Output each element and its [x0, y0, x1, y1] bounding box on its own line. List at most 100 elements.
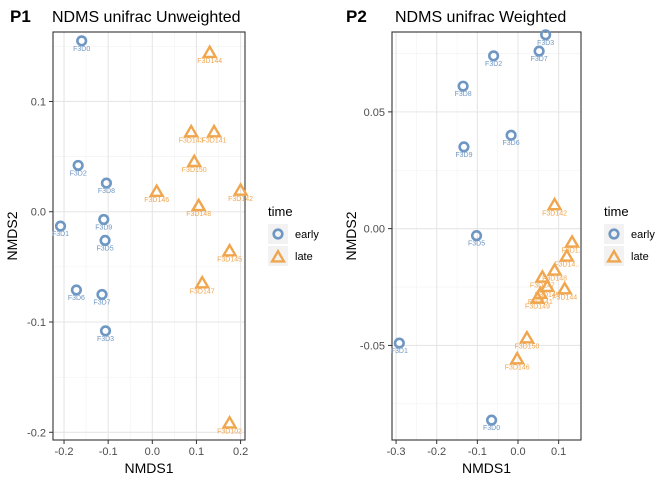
point-label: F3D0 — [73, 46, 90, 53]
point-label: F3D9 — [95, 224, 112, 231]
point-early — [96, 288, 108, 301]
point-late — [183, 123, 200, 138]
point-label: F3D141 — [202, 137, 227, 144]
point-label: F3D3 — [537, 40, 554, 47]
point-label: F3D145 — [217, 256, 242, 263]
point-early — [505, 129, 517, 141]
point-label: F3D6 — [503, 140, 520, 147]
point-early — [457, 80, 469, 92]
data-points: F3D0 F3D2 F3D8 F3D9 F3D1 F3D5 F3D6 F3D7 F3D3 F3D1… — [52, 35, 253, 435]
point-late — [539, 278, 556, 293]
panel-tag: P1 — [10, 7, 31, 26]
legend-label-early: early — [295, 229, 319, 241]
point-late — [546, 262, 563, 276]
y-tick-label: 0.05 — [364, 107, 385, 119]
x-axis-label: NMDS1 — [124, 460, 173, 476]
point-early — [533, 45, 545, 57]
legend-key-late — [270, 248, 286, 263]
point-early — [540, 29, 552, 41]
y-tick-label: -0.1 — [27, 317, 46, 329]
point-late — [558, 248, 575, 262]
point-label: F3D102 — [217, 428, 242, 435]
panel-p2: P2 NDMS unifrac Weighted -0.3 -0.2 -0.1 0.0 0.… — [343, 7, 655, 476]
x-tick-label: -0.1 — [468, 446, 487, 458]
point-late — [529, 290, 546, 304]
point-late — [201, 44, 218, 59]
point-early — [70, 284, 82, 296]
gridlines — [53, 32, 245, 440]
point-label: F3D150 — [514, 343, 539, 350]
point-label: F3D144 — [552, 294, 577, 301]
x-tick-label: 0.1 — [551, 446, 566, 458]
point-late — [232, 182, 249, 196]
y-tick-label: 0.0 — [31, 207, 46, 219]
point-label: F3D144 — [197, 58, 222, 65]
plot-border — [391, 31, 582, 441]
point-early — [99, 234, 111, 247]
point-label: F3D3 — [97, 336, 114, 343]
x-tick-label: -0.2 — [55, 446, 74, 458]
legend-title: time — [268, 204, 293, 219]
point-label: F3D147 — [190, 288, 215, 295]
legend-key-bg — [268, 224, 288, 244]
point-label: F3D5 — [97, 245, 114, 252]
x-tick-label: 0.2 — [233, 446, 248, 458]
point-early — [458, 141, 470, 153]
point-late — [186, 153, 203, 168]
panel-p1: P1 NDMS unifrac Unweighted -0.2 -0.1 0.0 0.1 0… — [4, 7, 319, 476]
legend-title: time — [604, 204, 629, 219]
point-early — [54, 220, 67, 232]
point-label: F3D149 — [525, 304, 550, 311]
chart-title: NDMS unifrac Unweighted — [52, 9, 241, 26]
y-tick-label: 0.00 — [364, 224, 385, 236]
point-late — [518, 329, 535, 344]
legend-key-early — [272, 228, 284, 240]
legend-label-late: late — [631, 251, 649, 263]
point-label: F3D7 — [93, 299, 110, 306]
point-label: F3D1 — [391, 348, 408, 355]
x-tick-label: 0.1 — [189, 446, 204, 458]
point-early — [72, 159, 84, 172]
point-label: F3D2 — [70, 170, 87, 177]
point-label: F3D1 — [52, 231, 69, 238]
panel-tag: P2 — [346, 7, 367, 26]
data-points: F3D3 F3D7 F3D2 F3D8 F3D6 F3D9 F3D5 F3D1 F3D0 F3D1… — [391, 29, 583, 432]
point-label: F3D147 — [530, 283, 555, 290]
point-early — [488, 50, 500, 62]
point-label: F3D142 — [542, 210, 567, 217]
point-label: F3D146 — [144, 197, 169, 204]
y-axis-label: NMDS2 — [4, 211, 20, 260]
x-axis-label: NMDS1 — [462, 460, 511, 476]
point-label: F3D142 — [228, 196, 253, 203]
point-label: F3D1.. — [562, 248, 583, 255]
gridlines — [392, 32, 581, 440]
x-tick-label: -0.1 — [99, 446, 118, 458]
point-label: F3D8 — [455, 91, 472, 98]
point-label: F3D8 — [98, 188, 115, 195]
point-late — [546, 196, 563, 211]
point-late — [221, 414, 238, 429]
point-early — [76, 35, 88, 47]
legend-key-late — [606, 248, 622, 263]
legend-key-early — [608, 228, 620, 240]
point-label: F3D148 — [186, 211, 211, 218]
x-tick-label: 0.0 — [510, 446, 525, 458]
legend-label-early: early — [631, 229, 655, 241]
point-label: F3D150 — [182, 167, 207, 174]
point-label: F3D6 — [68, 295, 85, 302]
legend-key-bg — [604, 224, 624, 244]
point-early — [485, 414, 498, 426]
point-label: F3D9 — [455, 152, 472, 159]
point-early — [98, 213, 110, 226]
plot-border — [52, 31, 246, 441]
point-label: F3D14.. — [554, 262, 579, 269]
y-axis-label: NMDS2 — [343, 211, 359, 260]
point-late — [556, 280, 573, 295]
point-late — [148, 183, 165, 198]
point-label: F3D143 — [179, 137, 204, 144]
point-label: F3D5 — [468, 241, 485, 248]
point-early — [99, 325, 112, 337]
point-early — [470, 230, 483, 242]
point-label: F3D2 — [485, 61, 502, 68]
